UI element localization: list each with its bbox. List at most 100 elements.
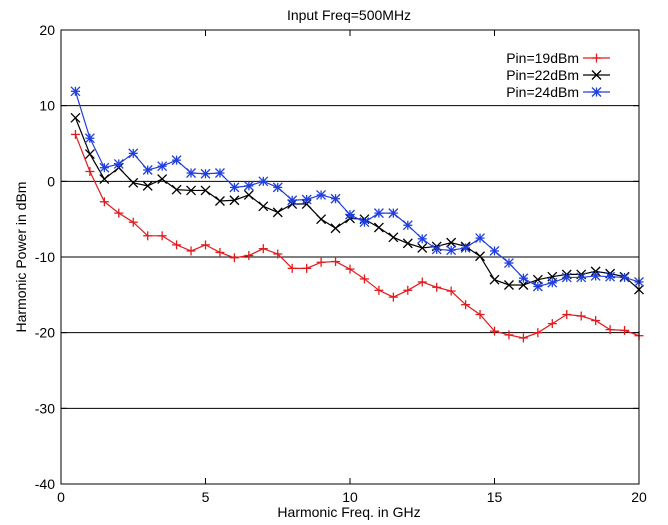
data-point-pin-22dbm — [258, 201, 269, 212]
data-point-pin-22dbm — [84, 149, 95, 160]
data-point-pin-19dbm — [229, 253, 239, 263]
data-point-pin-19dbm — [273, 249, 283, 259]
data-point-pin-19dbm — [186, 246, 196, 256]
data-point-pin-19dbm — [461, 300, 471, 310]
data-point-pin-24dbm — [359, 217, 370, 228]
data-point-pin-24dbm — [113, 158, 124, 169]
data-point-pin-22dbm — [200, 185, 211, 196]
data-point-pin-24dbm — [373, 208, 384, 219]
y-tick-label: -30 — [35, 400, 55, 416]
data-point-pin-19dbm — [201, 240, 210, 250]
data-point-pin-19dbm — [432, 282, 442, 292]
y-tick-label: 10 — [39, 98, 55, 114]
data-point-pin-19dbm — [620, 325, 630, 335]
data-point-pin-19dbm — [215, 247, 225, 257]
data-point-pin-24dbm — [547, 277, 558, 288]
legend-marker — [591, 87, 602, 97]
data-point-pin-19dbm — [114, 208, 124, 218]
data-point-pin-24dbm — [330, 193, 341, 204]
data-point-pin-19dbm — [475, 310, 485, 320]
x-tick-label: 15 — [487, 489, 503, 505]
data-point-pin-24dbm — [70, 86, 81, 97]
data-point-pin-24dbm — [186, 168, 197, 178]
data-point-pin-19dbm — [331, 257, 341, 267]
data-point-pin-22dbm — [373, 222, 384, 233]
y-axis-label: Harmonic Power in dBm — [13, 182, 29, 333]
data-point-pin-22dbm — [99, 174, 110, 185]
data-point-pin-24dbm — [532, 281, 543, 292]
data-point-pin-19dbm — [504, 330, 514, 340]
data-point-pin-19dbm — [143, 231, 153, 241]
data-point-pin-24dbm — [345, 209, 355, 220]
data-point-pin-24dbm — [619, 272, 630, 283]
data-point-pin-22dbm — [316, 214, 327, 225]
data-series — [70, 86, 644, 343]
data-point-pin-24dbm — [590, 270, 601, 281]
data-point-pin-24dbm — [157, 161, 168, 172]
data-point-pin-19dbm — [490, 326, 499, 336]
y-tick-label: -10 — [35, 249, 55, 265]
data-point-pin-22dbm — [186, 185, 197, 196]
y-tick-label: 20 — [39, 22, 55, 38]
data-point-pin-19dbm — [316, 257, 326, 267]
legend-marker — [592, 53, 601, 63]
data-point-pin-22dbm — [417, 242, 428, 253]
y-tick-label: -20 — [35, 325, 55, 341]
data-point-pin-19dbm — [244, 250, 254, 260]
chart-title: Input Freq=500MHz — [287, 7, 411, 23]
data-point-pin-24dbm — [243, 180, 254, 191]
data-point-pin-22dbm — [388, 232, 399, 243]
data-point-pin-19dbm — [128, 217, 138, 227]
data-point-pin-24dbm — [561, 272, 572, 283]
data-point-pin-22dbm — [475, 251, 486, 262]
data-point-pin-24dbm — [388, 208, 399, 219]
data-point-pin-22dbm — [142, 180, 153, 191]
x-tick-label: 20 — [631, 489, 647, 505]
data-point-pin-24dbm — [229, 182, 240, 193]
data-point-pin-24dbm — [417, 233, 428, 244]
y-tick-label: 0 — [47, 173, 55, 189]
series-line-pin-24dbm — [74, 91, 640, 288]
data-point-pin-19dbm — [287, 263, 297, 273]
data-point-pin-24dbm — [214, 168, 225, 178]
axis-ticks: -40 -30 -20 -10 0 10 20 0 5 10 15 20 — [35, 22, 647, 505]
data-point-pin-19dbm — [99, 197, 109, 207]
data-point-pin-19dbm — [157, 231, 167, 241]
data-point-pin-19dbm — [172, 240, 182, 250]
data-point-pin-24dbm — [605, 271, 616, 282]
data-point-pin-22dbm — [128, 177, 139, 188]
data-point-pin-24dbm — [287, 195, 298, 206]
legend-label: Pin=24dBm — [506, 84, 579, 100]
data-point-pin-19dbm — [446, 286, 456, 296]
data-point-pin-19dbm — [258, 244, 268, 254]
data-point-pin-19dbm — [547, 319, 557, 329]
legend-label: Pin=19dBm — [506, 50, 579, 66]
data-point-pin-24dbm — [171, 155, 182, 166]
data-point-pin-22dbm — [214, 196, 225, 206]
data-point-pin-19dbm — [417, 277, 427, 287]
data-point-pin-24dbm — [402, 220, 413, 231]
data-point-pin-24dbm — [503, 258, 514, 269]
data-point-pin-24dbm — [316, 189, 327, 200]
grid-lines — [61, 105, 639, 409]
data-point-pin-19dbm — [70, 129, 80, 139]
data-point-pin-19dbm — [374, 285, 384, 295]
data-point-pin-19dbm — [591, 316, 601, 326]
data-point-pin-24dbm — [576, 272, 587, 283]
data-point-pin-19dbm — [302, 263, 312, 273]
data-point-pin-22dbm — [229, 195, 240, 206]
data-point-pin-24dbm — [431, 244, 442, 255]
data-point-pin-24dbm — [272, 182, 283, 193]
x-tick-label: 5 — [202, 489, 210, 505]
data-point-pin-22dbm — [157, 174, 168, 185]
data-point-pin-22dbm — [272, 207, 283, 218]
data-point-pin-22dbm — [243, 189, 254, 200]
data-point-pin-24dbm — [518, 273, 529, 284]
data-point-pin-22dbm — [70, 112, 81, 123]
data-point-pin-19dbm — [345, 264, 355, 274]
data-point-pin-22dbm — [171, 184, 182, 195]
series-line-pin-19dbm — [74, 134, 640, 339]
data-point-pin-22dbm — [330, 223, 341, 234]
